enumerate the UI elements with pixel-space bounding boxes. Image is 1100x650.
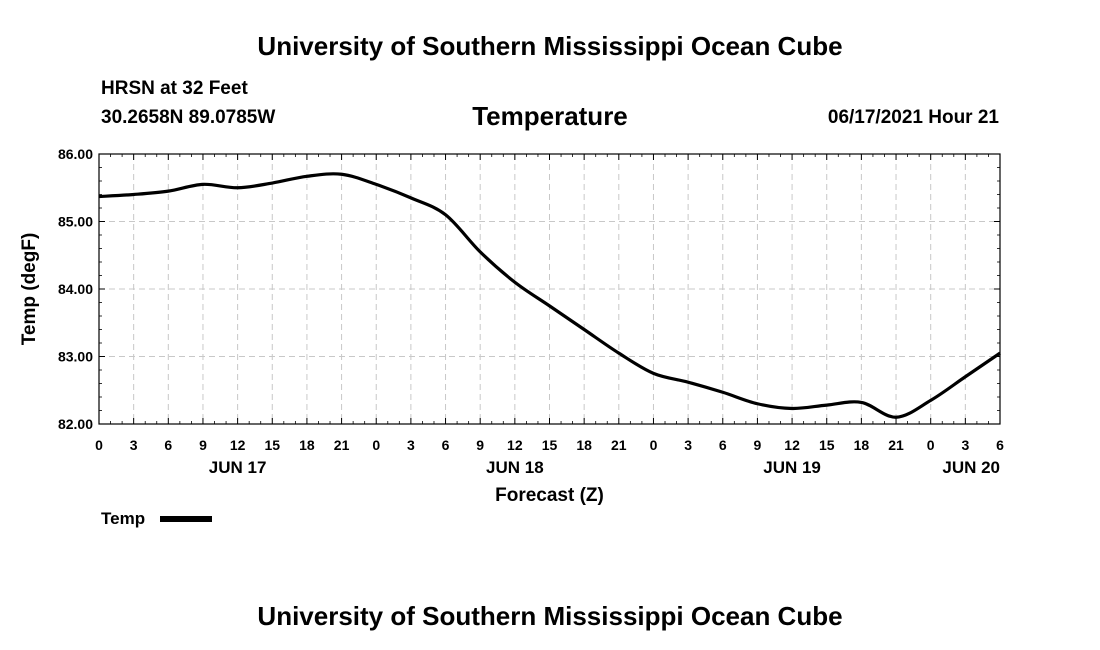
date-label: JUN 19 <box>763 458 821 477</box>
x-tick-label: 3 <box>130 437 138 453</box>
x-tick-label: 3 <box>407 437 415 453</box>
y-tick-label: 85.00 <box>58 214 93 230</box>
x-tick-label: 0 <box>95 437 103 453</box>
x-tick-label: 21 <box>611 437 627 453</box>
forecast-timestamp: 06/17/2021 Hour 21 <box>827 107 999 128</box>
x-tick-label: 18 <box>299 437 315 453</box>
x-tick-label: 0 <box>650 437 658 453</box>
x-tick-label: 12 <box>507 437 523 453</box>
date-label: JUN 20 <box>942 458 1000 477</box>
x-tick-label: 6 <box>996 437 1004 453</box>
y-tick-label: 84.00 <box>58 281 93 297</box>
x-tick-label: 15 <box>542 437 558 453</box>
x-tick-label: 18 <box>854 437 870 453</box>
x-tick-label: 3 <box>684 437 692 453</box>
x-tick-label: 6 <box>442 437 450 453</box>
x-tick-label: 0 <box>927 437 935 453</box>
x-tick-label: 21 <box>888 437 904 453</box>
x-tick-label: 9 <box>476 437 484 453</box>
y-axis-label: Temp (degF) <box>19 233 40 346</box>
x-tick-label: 6 <box>719 437 727 453</box>
x-tick-label: 9 <box>199 437 207 453</box>
y-tick-label: 82.00 <box>58 416 93 432</box>
date-label: JUN 17 <box>209 458 267 477</box>
top-title: University of Southern Mississippi Ocean… <box>257 31 843 61</box>
x-tick-label: 21 <box>334 437 350 453</box>
x-tick-label: 9 <box>754 437 762 453</box>
chart-subtitle: Temperature <box>472 101 628 131</box>
y-tick-label: 86.00 <box>58 146 93 162</box>
temperature-chart: 0 3 6 9 12 15 18 21 0 3 6 9 12 15 18 21 0 3 6 9 12 15 18 21 0 3 6 8… <box>19 146 1004 528</box>
bottom-title: University of Southern Mississippi Ocean… <box>257 601 843 631</box>
x-tick-label: 6 <box>164 437 172 453</box>
x-tick-label: 3 <box>961 437 969 453</box>
legend-label: Temp <box>101 509 145 528</box>
station-coords: 30.2658N 89.0785W <box>101 107 276 128</box>
x-axis-label: Forecast (Z) <box>495 485 604 506</box>
x-tick-label: 0 <box>372 437 380 453</box>
date-label: JUN 18 <box>486 458 544 477</box>
x-tick-label: 15 <box>819 437 835 453</box>
x-tick-label: 12 <box>230 437 246 453</box>
x-tick-label: 12 <box>784 437 800 453</box>
x-tick-label: 15 <box>264 437 280 453</box>
x-tick-label: 18 <box>576 437 592 453</box>
temp-series-line <box>98 172 1001 419</box>
station-label: HRSN at 32 Feet <box>101 78 248 99</box>
y-tick-label: 83.00 <box>58 349 93 365</box>
